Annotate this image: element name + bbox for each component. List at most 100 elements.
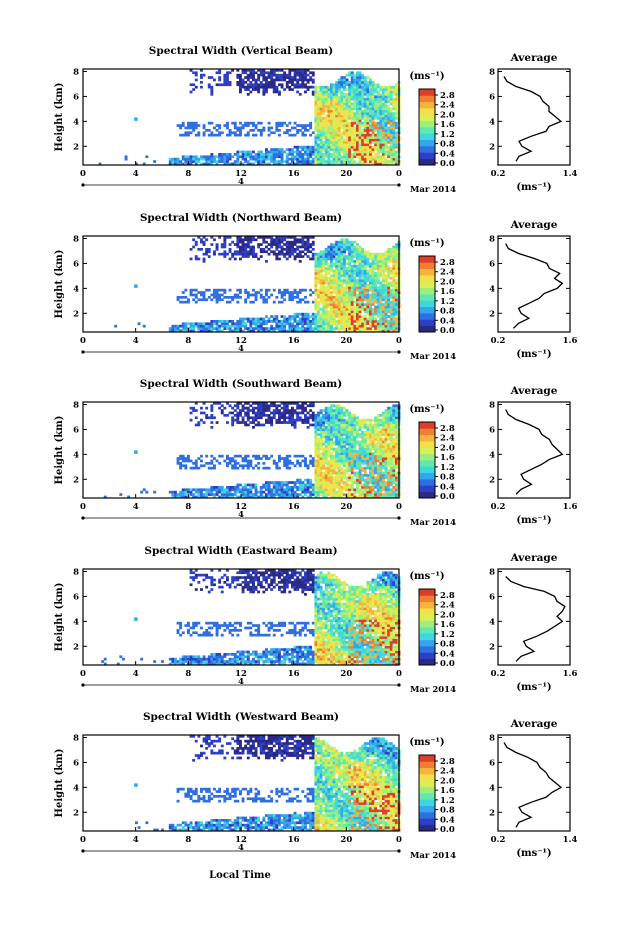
- heatmap-cell: [353, 141, 357, 144]
- heatmap-cell: [317, 474, 320, 477]
- heatmap-cell: [332, 450, 336, 453]
- heatmap-cell: [278, 93, 281, 96]
- heatmap-cell: [215, 288, 219, 292]
- heatmap-cell: [363, 136, 367, 139]
- heatmap-cell: [202, 495, 206, 499]
- heatmap-cell: [335, 145, 339, 149]
- heatmap-cell: [322, 264, 326, 268]
- heatmap-cell: [395, 102, 398, 106]
- heatmap-cell: [387, 298, 391, 302]
- heatmap-cell: [288, 324, 292, 328]
- heatmap-cell: [319, 416, 323, 420]
- heatmap-cell: [348, 322, 352, 326]
- heatmap-cell: [366, 117, 370, 120]
- heatmap-cell: [395, 257, 398, 261]
- heatmap-cell: [283, 150, 287, 154]
- heatmap-cell: [202, 236, 206, 239]
- heatmap-cell: [361, 160, 365, 163]
- heatmap-cell: [332, 252, 336, 256]
- heatmap-cell: [189, 459, 193, 463]
- heatmap-cell: [293, 243, 297, 246]
- heatmap-cell: [353, 83, 357, 87]
- heatmap-cell: [298, 71, 302, 75]
- heatmap-cell: [330, 435, 333, 439]
- heatmap-cell: [220, 160, 224, 163]
- heatmap-cell: [218, 126, 222, 130]
- heatmap-cell: [330, 162, 333, 166]
- heatmap-cell: [337, 281, 341, 285]
- heatmap-cell: [228, 495, 232, 499]
- heatmap-cell: [319, 136, 323, 139]
- heatmap-cell: [376, 133, 380, 137]
- heatmap-cell: [395, 155, 398, 159]
- heatmap-cell: [384, 293, 388, 297]
- heatmap-cell: [379, 129, 383, 132]
- heatmap-cell: [376, 320, 380, 323]
- heatmap-cell: [363, 291, 367, 294]
- heatmap-cell: [361, 303, 365, 306]
- heatmap-cell: [205, 327, 209, 330]
- heatmap-cell: [272, 252, 276, 256]
- heatmap-cell: [296, 145, 300, 149]
- heatmap-cell: [384, 329, 388, 333]
- heatmap-cell: [275, 257, 279, 261]
- heatmap-cell: [369, 141, 372, 144]
- heatmap-cell: [369, 121, 372, 125]
- heatmap-cell: [319, 488, 323, 492]
- heatmap-cell: [387, 126, 391, 130]
- heatmap-cell: [231, 493, 235, 496]
- heatmap-cell: [200, 327, 203, 330]
- heatmap-cell: [327, 409, 331, 412]
- heatmap-cell: [304, 327, 307, 330]
- heatmap-cell: [358, 483, 362, 487]
- heatmap-cell: [210, 322, 214, 326]
- heatmap-cell: [179, 457, 183, 460]
- heatmap-cell: [259, 162, 263, 166]
- heatmap-cell: [319, 324, 323, 328]
- heatmap-cell: [254, 320, 258, 323]
- heatmap-cell: [288, 298, 292, 302]
- heatmap-cell: [361, 90, 365, 94]
- heatmap-cell: [319, 85, 323, 89]
- heatmap-cell: [296, 153, 300, 156]
- heatmap-cell: [379, 320, 383, 323]
- heatmap-cell: [356, 141, 359, 144]
- heatmap-cell: [309, 329, 313, 333]
- heatmap-cell: [350, 131, 354, 135]
- heatmap-cell: [327, 145, 331, 149]
- heatmap-cell: [324, 102, 328, 106]
- heatmap-cell: [366, 272, 370, 275]
- heatmap-cell: [332, 153, 336, 156]
- heatmap-cell: [322, 423, 326, 427]
- heatmap-cell: [389, 157, 393, 161]
- heatmap-cell: [363, 284, 367, 287]
- heatmap-cell: [371, 315, 375, 318]
- heatmap-cell: [241, 245, 245, 249]
- heatmap-cell: [358, 250, 362, 254]
- heatmap-cell: [301, 85, 305, 89]
- heatmap-cell: [223, 155, 227, 159]
- heatmap-cell: [257, 155, 261, 159]
- heatmap-cell: [213, 320, 216, 323]
- heatmap-cell: [296, 131, 300, 135]
- colorbar-segment: [419, 325, 435, 333]
- heatmap-cell: [376, 109, 380, 113]
- heatmap-cell: [205, 162, 209, 166]
- heatmap-cell: [306, 145, 310, 149]
- heatmap-cell: [301, 454, 305, 458]
- heatmap-cell: [389, 102, 393, 106]
- heatmap-cell: [330, 464, 333, 468]
- heatmap-cell: [288, 129, 292, 132]
- heatmap-cell: [395, 286, 398, 290]
- heatmap-cell: [207, 462, 211, 465]
- heatmap-cell: [345, 276, 349, 280]
- heatmap-cell: [236, 490, 240, 494]
- heatmap-cell: [371, 269, 375, 273]
- heatmap-cell: [194, 124, 198, 127]
- heatmap-cell: [322, 119, 326, 123]
- heatmap-cell: [361, 121, 365, 125]
- heatmap-cell: [332, 119, 336, 123]
- heatmap-cells: [98, 69, 401, 166]
- heatmap-cell: [280, 327, 284, 330]
- heatmap-cell: [296, 293, 300, 297]
